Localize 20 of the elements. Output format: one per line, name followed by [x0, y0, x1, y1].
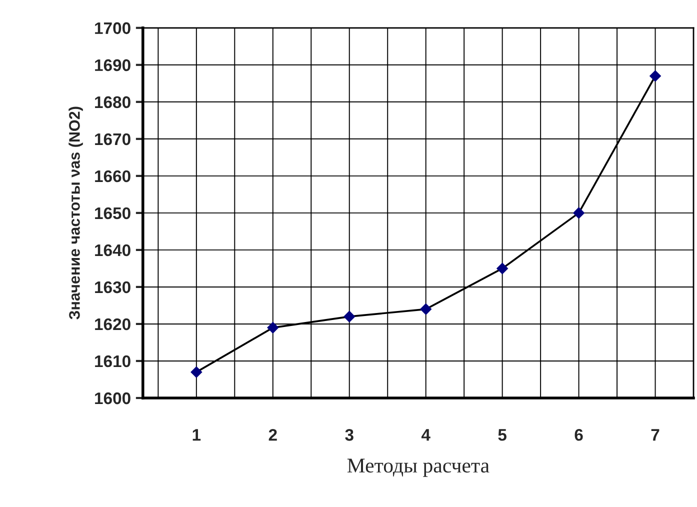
y-tick-label: 1680: [95, 96, 130, 108]
x-tick-label: 2: [268, 428, 277, 441]
y-tick-label: 1610: [95, 355, 130, 368]
y-tick-label: 1700: [95, 22, 130, 34]
y-tick-label: 1690: [95, 59, 130, 72]
y-tick-label: 1630: [95, 281, 130, 294]
x-tick-label: 3: [345, 428, 354, 441]
y-tick-label: 1600: [95, 392, 130, 404]
y-tick-label: 1620: [95, 318, 130, 330]
x-tick-label: 5: [498, 429, 506, 441]
x-axis-title: Методы расчета: [347, 458, 490, 477]
y-axis-title: Значение частоты νas (NO2): [68, 106, 83, 320]
x-tick-label: 7: [651, 429, 660, 441]
y-tick-label: 1650: [95, 207, 130, 220]
y-tick-label: 1670: [95, 133, 130, 146]
y-tick-label: 1640: [95, 244, 130, 256]
y-tick-label: 1660: [95, 170, 130, 182]
x-tick-label: 4: [421, 429, 430, 441]
x-tick-label: 1: [192, 429, 201, 441]
x-tick-label: 6: [574, 428, 583, 441]
